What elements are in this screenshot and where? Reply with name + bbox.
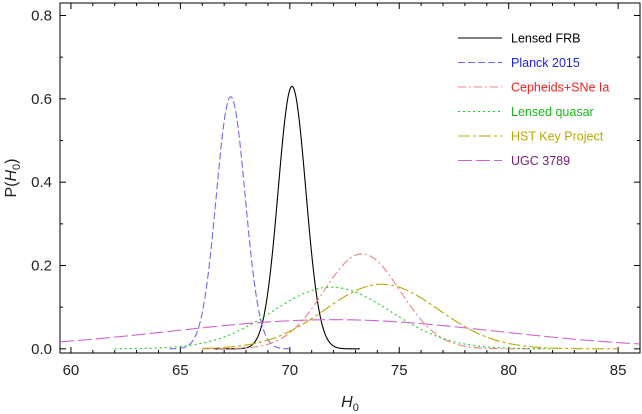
series-line-ugc-3789 bbox=[59, 319, 641, 345]
x-tick-label: 75 bbox=[391, 362, 408, 379]
legend-label: UGC 3789 bbox=[511, 154, 570, 168]
y-tick-label: 0.6 bbox=[31, 91, 52, 108]
x-tick-label: 70 bbox=[281, 362, 298, 379]
x-tick-label: 60 bbox=[63, 362, 80, 379]
y-tick-label: 0.4 bbox=[31, 174, 52, 191]
legend-label: HST Key Project bbox=[511, 130, 604, 144]
x-tick-label: 65 bbox=[172, 362, 189, 379]
plot-frame bbox=[59, 2, 641, 354]
y-tick-label: 0.0 bbox=[31, 341, 52, 358]
series-line-hst-key-project bbox=[202, 283, 619, 350]
x-tick-label: 85 bbox=[610, 362, 627, 379]
series-curves bbox=[59, 85, 641, 350]
series-line-cepheids-sne-ia bbox=[202, 253, 542, 350]
series-line-planck-2015 bbox=[169, 96, 290, 350]
series-line-lensed-quasar bbox=[114, 286, 553, 350]
y-axis-ticks: 0.0 0.2 0.4 0.6 0.8 bbox=[31, 8, 640, 358]
legend-label: Planck 2015 bbox=[511, 56, 580, 70]
series-line-lensed-frb bbox=[213, 85, 360, 350]
legend-label: Lensed FRB bbox=[511, 32, 580, 46]
x-axis-title: H0 bbox=[341, 394, 359, 414]
y-tick-label: 0.2 bbox=[31, 258, 52, 275]
x-tick-label: 80 bbox=[500, 362, 517, 379]
y-tick-label: 0.8 bbox=[31, 8, 52, 25]
legend: Lensed FRB Planck 2015 Cepheids+SNe Ia Lens… bbox=[458, 32, 609, 168]
x-axis-ticks: 60 65 70 75 80 85 bbox=[63, 3, 641, 379]
y-axis-title: P(H0) bbox=[3, 158, 23, 197]
legend-label: Cepheids+SNe Ia bbox=[511, 81, 609, 95]
legend-label: Lensed quasar bbox=[511, 105, 594, 119]
